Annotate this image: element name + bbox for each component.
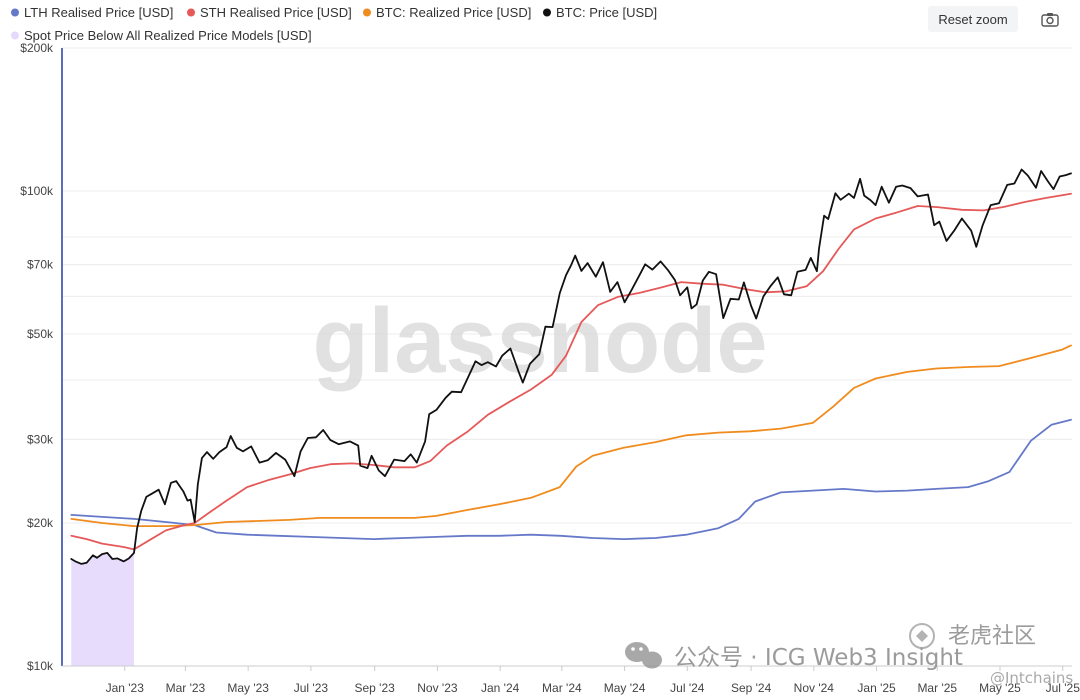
- legend-item-sth[interactable]: STH Realised Price [USD]: [187, 5, 352, 20]
- watermark-brand: glassnode: [312, 290, 767, 392]
- legend-marker-realized: [363, 8, 371, 17]
- y-tick-label: $20k: [27, 516, 54, 530]
- series-line-lth-realised-price-usd: [70, 418, 1072, 540]
- legend-item-price[interactable]: BTC: Price [USD]: [543, 5, 657, 20]
- community-badge: 老虎社区 @Intchains: [909, 623, 1073, 687]
- series-lines: [70, 168, 1072, 565]
- legend-label-spot-below: Spot Price Below All Realized Price Mode…: [24, 28, 312, 43]
- shaded-regions: [71, 552, 134, 666]
- wechat-account-text: 公众号 · ICG Web3 Insight: [674, 645, 963, 671]
- x-tick-label: May '23: [227, 681, 269, 695]
- grid-lines: [62, 47, 1072, 524]
- series-line-btc-realized-price-usd: [70, 344, 1072, 527]
- x-tick-label: Mar '23: [166, 681, 206, 695]
- legend-item-lth[interactable]: LTH Realised Price [USD]: [11, 5, 173, 20]
- x-tick-label: Nov '23: [417, 681, 458, 695]
- x-tick-label: Mar '24: [542, 681, 582, 695]
- x-tick-label: Jul '25: [1046, 681, 1080, 695]
- y-axis-ticks: $10k $20k $30k $50k $70k $100k $200k: [20, 41, 54, 673]
- shaded-region-spot-below: [71, 552, 134, 666]
- y-tick-label: $10k: [27, 659, 54, 673]
- reset-zoom-button[interactable]: Reset zoom: [928, 6, 1018, 32]
- legend-marker-sth: [187, 8, 195, 17]
- camera-button[interactable]: [1036, 6, 1064, 32]
- legend: LTH Realised Price [USD] STH Realised Pr…: [11, 5, 657, 43]
- x-tick-label: Mar '25: [917, 681, 957, 695]
- x-tick-label: Nov '24: [794, 681, 835, 695]
- legend-label-sth: STH Realised Price [USD]: [200, 5, 352, 20]
- series-line-sth-realised-price-usd: [70, 192, 1072, 551]
- x-tick-label: May '25: [979, 681, 1021, 695]
- community-badge-title: 老虎社区: [948, 624, 1036, 649]
- x-tick-label: Jan '23: [106, 681, 145, 695]
- y-tick-label: $50k: [27, 327, 54, 341]
- tiger-logo-icon: [909, 623, 935, 649]
- x-tick-label: Jul '23: [294, 681, 329, 695]
- legend-marker-spot-below: [11, 31, 19, 40]
- x-tick-label: Sep '23: [355, 681, 396, 695]
- y-tick-label: $200k: [20, 41, 54, 55]
- legend-item-realized[interactable]: BTC: Realized Price [USD]: [363, 5, 531, 20]
- legend-label-price: BTC: Price [USD]: [556, 5, 657, 20]
- legend-item-spot-below[interactable]: Spot Price Below All Realized Price Mode…: [11, 28, 312, 43]
- series-line-btc-price-usd: [70, 168, 1072, 565]
- legend-marker-lth: [11, 8, 19, 17]
- watermark: glassnode: [312, 290, 767, 392]
- y-tick-label: $70k: [27, 258, 54, 272]
- x-tick-label: Jul '24: [670, 681, 705, 695]
- wechat-overlay: 公众号 · ICG Web3 Insight: [625, 642, 963, 671]
- x-tick-label: Sep '24: [731, 681, 772, 695]
- legend-marker-price: [543, 8, 551, 17]
- x-axis-ticks: Jan '23 Mar '23 May '23 Jul '23 Sep '23 Nov '…: [106, 666, 1080, 695]
- legend-label-realized: BTC: Realized Price [USD]: [376, 5, 531, 20]
- camera-icon: [1041, 12, 1059, 27]
- x-tick-label: Jan '25: [857, 681, 896, 695]
- x-tick-label: May '24: [604, 681, 646, 695]
- legend-label-lth: LTH Realised Price [USD]: [24, 5, 173, 20]
- y-tick-label: $30k: [27, 432, 54, 446]
- community-badge-handle: @Intchains: [990, 669, 1073, 687]
- y-tick-label: $100k: [20, 184, 54, 198]
- wechat-icon: [625, 642, 662, 669]
- x-tick-label: Jan '24: [481, 681, 520, 695]
